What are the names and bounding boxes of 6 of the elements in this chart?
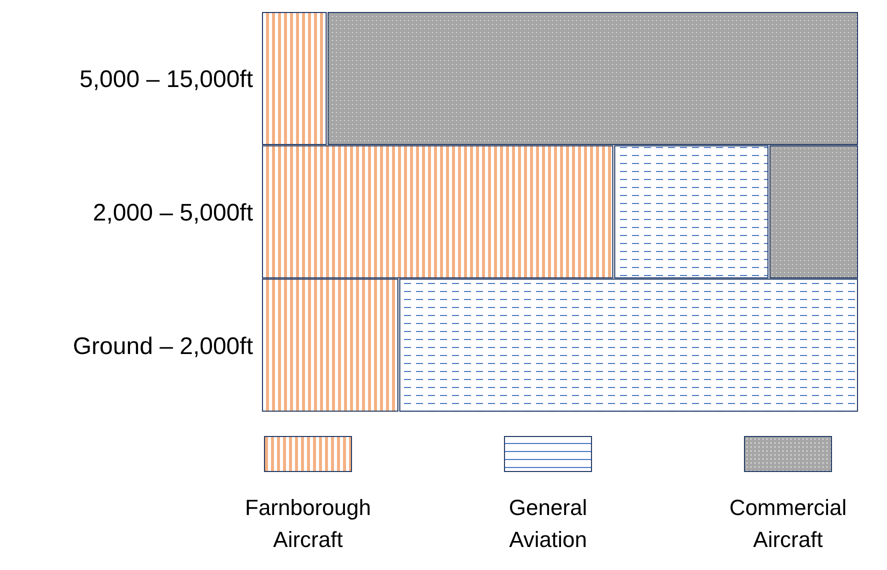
y-tick-label: Ground – 2,000ft	[72, 332, 254, 360]
legend-label: Commercial Aircraft	[728, 494, 848, 554]
legend-label: General Aviation	[508, 494, 588, 554]
legend-label: Farnborough Aircraft	[244, 494, 372, 554]
y-tick-label: 2,000 – 5,000ft	[92, 200, 254, 227]
y-tick-label: 5,000 – 15,000ft	[80, 66, 254, 94]
